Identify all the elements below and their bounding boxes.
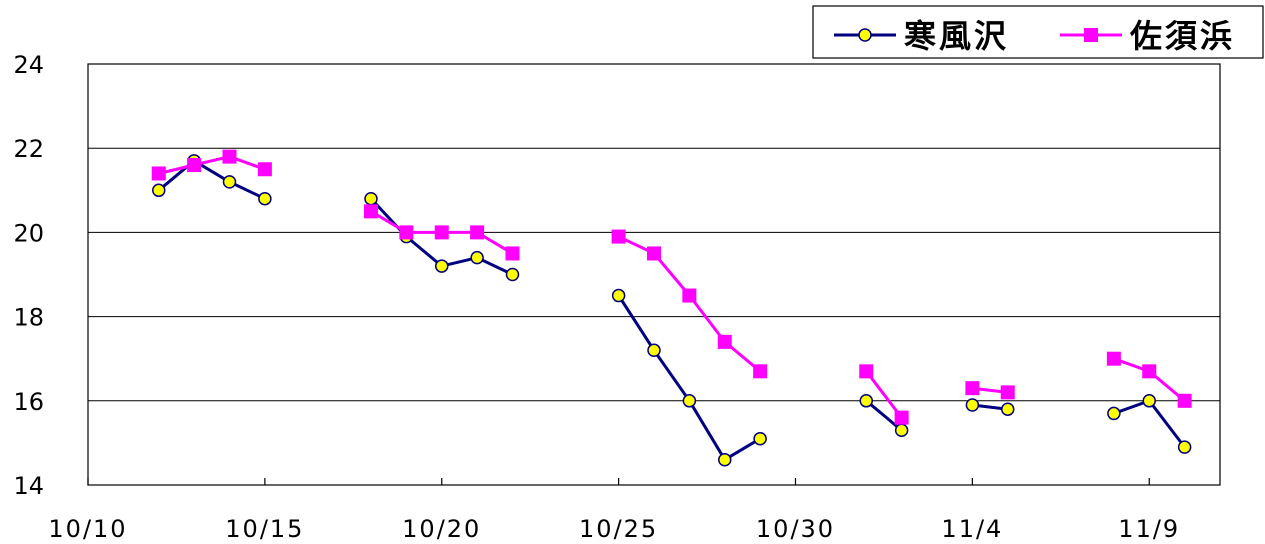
data-point [894,423,909,438]
legend-box [812,5,1264,59]
x-tick-label: 10/10 [48,515,127,543]
y-tick-label: 20 [13,219,44,247]
data-point [859,394,873,408]
data-point [1107,406,1121,421]
x-tick-label: 10/25 [579,515,658,543]
x-tick-label: 10/15 [225,515,304,543]
data-point [470,250,484,265]
series-line [158,155,266,175]
x-tick-label: 11/4 [941,515,1003,543]
data-point [753,431,767,446]
gridlines [88,147,1220,402]
data-point [505,267,520,282]
x-tick-label: 11/9 [1118,515,1180,543]
x-axis-tick-labels: 10/10 10/15 10/20 10/25 10/30 11/4 11/9 [48,478,1180,543]
y-tick-label: 24 [13,51,44,79]
data-point [1177,440,1192,454]
series-line [865,370,903,419]
data-point [1142,394,1156,408]
data-point [1142,364,1157,379]
y-tick-label: 22 [13,135,44,163]
data-point [151,166,166,181]
data-point [364,204,378,219]
y-tick-label: 16 [13,388,44,416]
data-point [611,229,626,244]
data-point [1177,393,1192,408]
y-tick-label: 18 [13,304,44,332]
data-point [753,364,768,379]
data-point [222,175,237,189]
legend-label: 寒風沢 [904,17,1009,55]
data-point [222,149,237,164]
x-tick-label: 10/30 [756,515,835,543]
legend-marker [858,28,872,42]
data-point [399,225,414,240]
data-point [647,343,661,358]
legend-label: 佐須浜 [1129,17,1235,55]
data-point [682,394,697,408]
series-layer [151,149,1192,467]
data-point [965,381,980,396]
legend-marker [1084,28,1098,42]
data-point [187,158,202,173]
data-point [152,183,166,198]
data-point [505,246,520,261]
x-tick-label: 10/20 [402,515,481,543]
data-point [611,288,626,303]
y-tick-label: 14 [13,472,44,500]
plot-area-border [87,63,1221,486]
y-axis-tick-labels: 14 16 18 20 22 24 [13,51,44,500]
data-point [470,225,485,240]
data-point [257,162,272,177]
data-point [435,259,449,273]
data-point [1001,402,1015,416]
data-point [1106,351,1121,366]
legend: 寒風沢 佐須浜 [812,5,1264,59]
data-point [894,410,909,425]
data-point [717,334,732,349]
data-point [965,398,980,412]
series-line [157,159,266,201]
data-point [434,225,449,240]
data-point [1000,385,1015,400]
series-2 [151,149,1192,425]
data-point [682,288,697,303]
series-line [865,399,903,432]
data-point [258,191,272,206]
data-point [859,364,874,379]
data-point [718,452,732,467]
data-point [647,246,661,261]
data-point [364,191,378,206]
